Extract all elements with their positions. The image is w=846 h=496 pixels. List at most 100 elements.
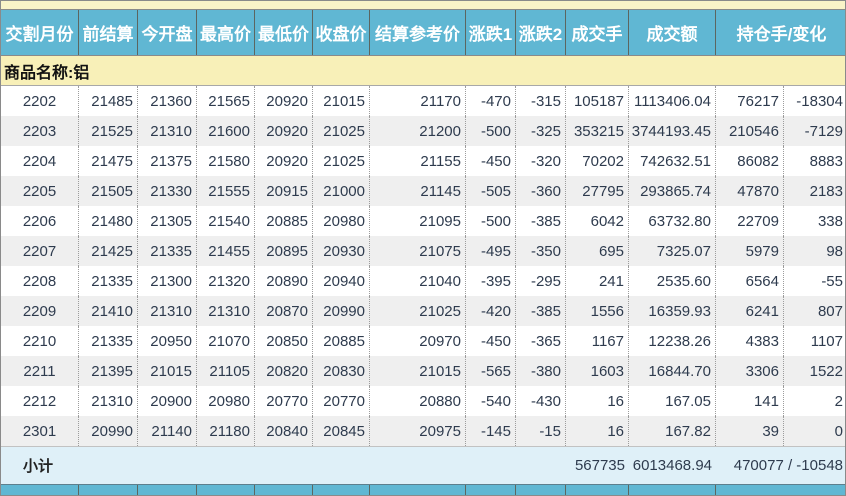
cell-low: 20840 — [255, 416, 313, 446]
cell-open-interest-change: 807 — [817, 302, 843, 320]
cell-prev-settlement: 21505 — [79, 176, 138, 206]
cell-open-interest-change: -7129 — [804, 122, 843, 140]
cell-change2: -320 — [516, 146, 566, 176]
cell-close: 20845 — [313, 416, 370, 446]
cell-settlement-ref: 21145 — [370, 176, 466, 206]
cell-volume: 16 — [566, 386, 629, 416]
cell-prev-settlement: 21525 — [79, 116, 138, 146]
cell-delivery-month: 2211 — [1, 356, 79, 386]
cell-turnover: 12238.26 — [629, 326, 716, 356]
cell-prev-settlement: 21410 — [79, 296, 138, 326]
cell-open-interest: 76217 — [716, 86, 784, 116]
cell-high: 21105 — [197, 356, 255, 386]
cell-open-interest: 47870 — [716, 176, 784, 206]
cell-close: 21015 — [313, 86, 370, 116]
cell-low: 20920 — [255, 146, 313, 176]
cell-open-interest: 6564 — [716, 266, 784, 296]
cell-low: 20915 — [255, 176, 313, 206]
table-row[interactable]: 2209 21410 21310 21310 20870 20990 21025 -420 -3… — [1, 296, 845, 326]
cell-open-interest: 86082 — [716, 146, 784, 176]
table-row[interactable]: 2203 21525 21310 21600 20920 21025 21200 -500 -3… — [1, 116, 845, 146]
cell-volume: 16 — [566, 416, 629, 446]
cell-delivery-month: 2204 — [1, 146, 79, 176]
cell-open: 21300 — [138, 266, 197, 296]
table-row[interactable]: 2211 21395 21015 21105 20820 20830 21015 -565 -3… — [1, 356, 845, 386]
cell-low: 20885 — [255, 206, 313, 236]
table-row[interactable]: 2301 20990 21140 21180 20840 20845 20975 -145 -1… — [1, 416, 845, 446]
cell-open-interest-change: 2183 — [809, 182, 843, 200]
cell-change1: -565 — [466, 356, 516, 386]
cell-settlement-ref: 20975 — [370, 416, 466, 446]
cell-close: 21025 — [313, 146, 370, 176]
col-header-open-interest-change: 持仓手/变化 — [736, 25, 827, 44]
cell-low: 20820 — [255, 356, 313, 386]
cell-change2: -430 — [516, 386, 566, 416]
cell-high: 21320 — [197, 266, 255, 296]
top-strip — [1, 1, 845, 10]
table-row[interactable]: 2206 21480 21305 21540 20885 20980 21095 -500 -3… — [1, 206, 845, 236]
cell-open-interest-change: 1107 — [810, 332, 843, 350]
col-header-settlement-ref: 结算参考价 — [370, 10, 466, 55]
cell-low: 20850 — [255, 326, 313, 356]
cell-delivery-month: 2208 — [1, 266, 79, 296]
col-header-low: 最低价 — [255, 10, 313, 55]
cell-settlement-ref: 21040 — [370, 266, 466, 296]
cell-turnover: 7325.07 — [629, 236, 716, 266]
cell-change2: -350 — [516, 236, 566, 266]
table-row[interactable]: 2208 21335 21300 21320 20890 20940 21040 -395 -2… — [1, 266, 845, 296]
table-row[interactable]: 2210 21335 20950 21070 20850 20885 20970 -450 -3… — [1, 326, 845, 356]
col-header-turnover: 成交额 — [629, 10, 716, 55]
cell-turnover: 1113406.04 — [629, 86, 716, 116]
cell-close: 20930 — [313, 236, 370, 266]
cell-prev-settlement: 20990 — [79, 416, 138, 446]
cell-prev-settlement: 21475 — [79, 146, 138, 176]
table-row[interactable]: 2204 21475 21375 21580 20920 21025 21155 -450 -3… — [1, 146, 845, 176]
cell-open: 20950 — [138, 326, 197, 356]
cell-change2: -380 — [516, 356, 566, 386]
table-row[interactable]: 2202 21485 21360 21565 20920 21015 21170 -470 -3… — [1, 86, 845, 116]
cell-change2: -360 — [516, 176, 566, 206]
col-header-change2: 涨跌2 — [516, 10, 566, 55]
cell-low: 20895 — [255, 236, 313, 266]
cell-high: 21555 — [197, 176, 255, 206]
cell-open-interest-change: -55 — [821, 272, 843, 290]
cell-delivery-month: 2301 — [1, 416, 79, 446]
cell-high: 21565 — [197, 86, 255, 116]
cell-close: 20990 — [313, 296, 370, 326]
cell-volume: 241 — [566, 266, 629, 296]
cell-open-interest-change: 98 — [826, 242, 843, 260]
cell-change1: -395 — [466, 266, 516, 296]
cell-change2: -15 — [516, 416, 566, 446]
col-header-high: 最高价 — [197, 10, 255, 55]
cell-change2: -295 — [516, 266, 566, 296]
cell-turnover: 16844.70 — [629, 356, 716, 386]
cell-open: 21310 — [138, 116, 197, 146]
table-row[interactable]: 2205 21505 21330 21555 20915 21000 21145 -505 -3… — [1, 176, 845, 206]
cell-high: 21070 — [197, 326, 255, 356]
cell-high: 21455 — [197, 236, 255, 266]
cell-close: 20940 — [313, 266, 370, 296]
cell-settlement-ref: 20880 — [370, 386, 466, 416]
cell-close: 20885 — [313, 326, 370, 356]
cell-turnover: 293865.74 — [629, 176, 716, 206]
cell-volume: 70202 — [566, 146, 629, 176]
cell-volume: 1167 — [566, 326, 629, 356]
cell-change2: -385 — [516, 206, 566, 236]
cell-change2: -385 — [516, 296, 566, 326]
cell-delivery-month: 2212 — [1, 386, 79, 416]
cell-open: 21140 — [138, 416, 197, 446]
table-row[interactable]: 2207 21425 21335 21455 20895 20930 21075 -495 -3… — [1, 236, 845, 266]
cell-settlement-ref: 21095 — [370, 206, 466, 236]
cell-open: 20900 — [138, 386, 197, 416]
cell-open: 21335 — [138, 236, 197, 266]
cell-open-interest: 22709 — [716, 206, 784, 236]
cell-prev-settlement: 21480 — [79, 206, 138, 236]
col-header-prev-settlement: 前结算 — [79, 10, 138, 55]
cell-open-interest: 6241 — [716, 296, 784, 326]
cell-change1: -500 — [466, 206, 516, 236]
table-row[interactable]: 2212 21310 20900 20980 20770 20770 20880 -540 -4… — [1, 386, 845, 416]
cell-change1: -505 — [466, 176, 516, 206]
cell-prev-settlement: 21485 — [79, 86, 138, 116]
col-header-delivery-month: 交割月份 — [1, 10, 79, 55]
